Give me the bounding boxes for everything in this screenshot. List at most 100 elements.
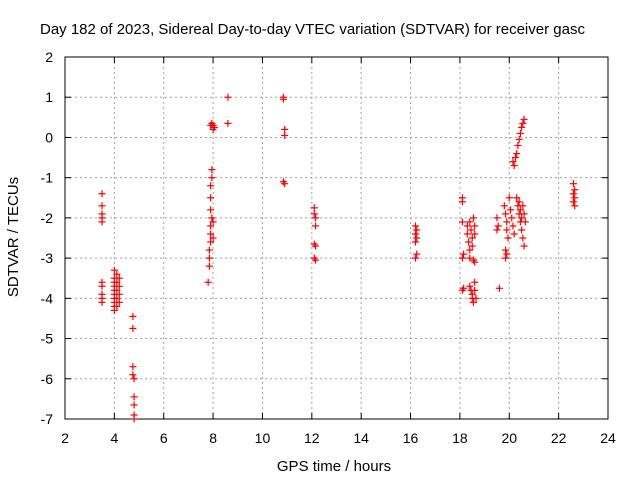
data-point xyxy=(110,266,118,274)
data-point xyxy=(520,242,528,250)
data-point xyxy=(502,246,510,254)
data-point xyxy=(569,190,577,198)
data-point xyxy=(571,194,579,202)
data-point xyxy=(510,230,518,238)
data-point xyxy=(466,254,474,262)
data-point xyxy=(207,238,215,246)
data-point xyxy=(281,125,289,133)
grid-lines xyxy=(65,57,608,419)
data-point xyxy=(509,158,517,166)
data-point xyxy=(204,278,212,286)
data-point xyxy=(113,294,121,302)
x-tick-label: 6 xyxy=(160,430,168,446)
data-point xyxy=(115,290,123,298)
data-point xyxy=(130,415,138,423)
data-point xyxy=(513,194,521,202)
data-point xyxy=(500,202,508,210)
data-point xyxy=(115,274,123,282)
x-tick-label: 20 xyxy=(501,430,517,446)
x-tick-label: 22 xyxy=(551,430,567,446)
data-point xyxy=(113,270,121,278)
data-point xyxy=(511,154,519,162)
data-point xyxy=(224,93,232,101)
data-point xyxy=(281,180,289,188)
data-point xyxy=(210,123,218,131)
data-point xyxy=(207,182,215,190)
data-point xyxy=(207,206,215,214)
y-tick-label: -6 xyxy=(41,371,54,387)
data-point xyxy=(98,282,106,290)
data-point xyxy=(411,222,419,230)
data-point xyxy=(458,254,466,262)
chart-title: Day 182 of 2023, Sidereal Day-to-day VTE… xyxy=(40,21,585,38)
data-point xyxy=(98,190,106,198)
data-point xyxy=(208,214,216,222)
data-point xyxy=(467,226,475,234)
data-point xyxy=(463,222,471,230)
data-point xyxy=(224,119,232,127)
data-point xyxy=(505,194,513,202)
data-point xyxy=(411,238,419,246)
data-point xyxy=(495,284,503,292)
data-point xyxy=(129,312,137,320)
data-point xyxy=(518,123,526,131)
data-point xyxy=(471,230,479,238)
data-point xyxy=(502,254,510,262)
data-point xyxy=(312,242,320,250)
data-point xyxy=(516,129,524,137)
data-point xyxy=(493,226,501,234)
data-point xyxy=(516,206,524,214)
x-tick-label: 10 xyxy=(255,430,271,446)
y-axis-label: SDTVAR / TECUs xyxy=(5,177,22,297)
data-point xyxy=(208,166,216,174)
data-point xyxy=(515,198,523,206)
data-point xyxy=(411,230,419,238)
data-point xyxy=(509,222,517,230)
x-tick-label: 24 xyxy=(600,430,616,446)
y-tick-label: -2 xyxy=(41,210,54,226)
data-point xyxy=(513,150,521,158)
x-tick-label: 4 xyxy=(110,430,118,446)
data-point xyxy=(519,202,527,210)
data-point xyxy=(571,202,579,210)
data-point xyxy=(508,214,516,222)
y-tick-label: 2 xyxy=(45,49,53,65)
data-point xyxy=(520,115,528,123)
data-point xyxy=(515,135,523,143)
data-point xyxy=(205,246,213,254)
data-point xyxy=(413,234,421,242)
y-tick-label: -3 xyxy=(41,250,54,266)
data-point xyxy=(130,375,138,383)
data-point xyxy=(518,214,526,222)
data-point xyxy=(130,393,138,401)
data-point xyxy=(310,210,318,218)
data-point xyxy=(129,325,137,332)
data-point xyxy=(520,210,528,218)
data-point xyxy=(458,218,466,226)
x-tick-label: 18 xyxy=(452,430,468,446)
data-point xyxy=(569,180,577,188)
data-point xyxy=(312,222,320,230)
x-axis-tick-labels: 2 4 6 8 10 12 14 16 18 20 22 24 xyxy=(61,430,616,446)
data-point xyxy=(521,218,529,226)
data-point xyxy=(110,306,118,314)
data-point xyxy=(504,234,512,242)
data-point xyxy=(458,198,466,206)
data-point xyxy=(312,214,320,222)
data-point xyxy=(465,238,473,246)
data-point xyxy=(493,214,501,222)
y-tick-label: -7 xyxy=(41,411,54,427)
data-point xyxy=(466,246,474,254)
data-point xyxy=(207,230,215,238)
data-point xyxy=(115,298,123,306)
data-point xyxy=(514,141,522,149)
data-point xyxy=(471,222,479,230)
data-point xyxy=(502,210,510,218)
data-point xyxy=(471,258,479,266)
y-tick-label: 1 xyxy=(45,89,53,105)
data-point xyxy=(569,198,577,206)
data-point xyxy=(518,226,526,234)
data-point xyxy=(466,218,474,226)
data-point xyxy=(312,256,320,264)
